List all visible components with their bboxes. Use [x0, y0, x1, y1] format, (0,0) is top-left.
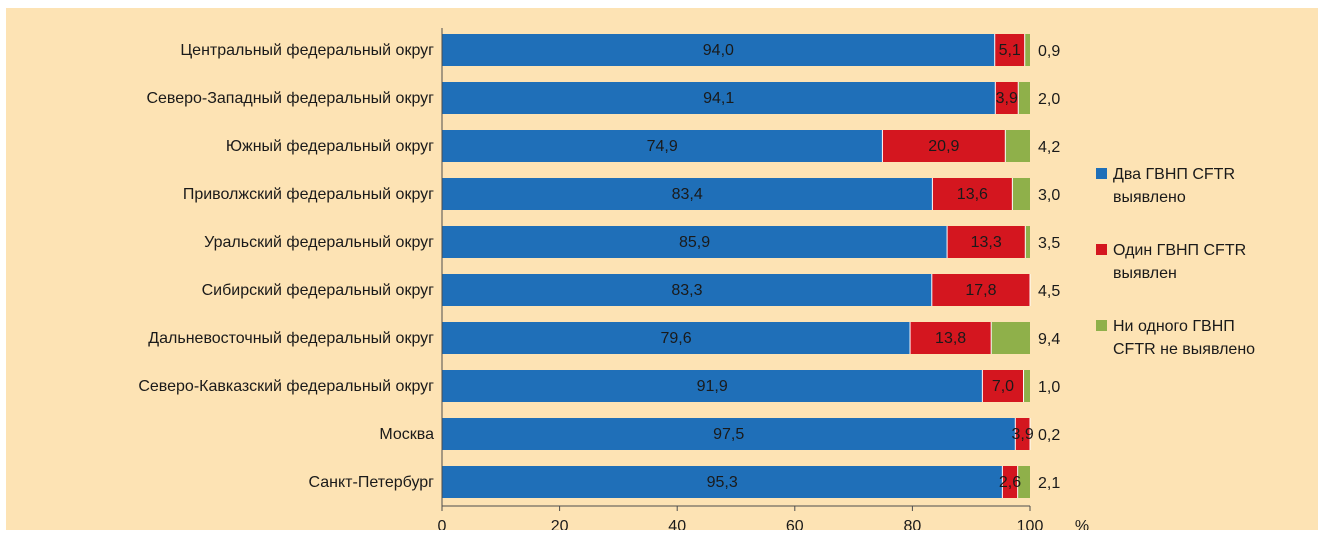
bar-segment-none-found: [1024, 34, 1030, 66]
bar-value-label: 2,6: [999, 474, 1021, 491]
bar-segment-none-found: [1023, 370, 1030, 402]
category-label: Северо-Западный федеральный округ: [146, 90, 434, 107]
bar-segment-one-found: [995, 82, 1019, 114]
bar-value-label: 7,0: [992, 378, 1014, 395]
bar-end-value-label: 0,9: [1038, 43, 1060, 60]
category-label: Сибирский федеральный округ: [202, 282, 435, 299]
bar-end-value-label: 2,0: [1038, 91, 1060, 108]
bar-end-value-label: 0,2: [1038, 427, 1060, 444]
bar-segment-two-found: [442, 322, 911, 354]
bar-segment-one-found: [1002, 466, 1018, 498]
bar-end-value-label: 9,4: [1038, 331, 1060, 348]
category-label: Москва: [379, 426, 434, 443]
category-label: Южный федеральный округ: [226, 138, 434, 155]
bar-value-label: 13,6: [957, 186, 988, 203]
bar-value-label: 79,6: [660, 330, 691, 347]
stacked-bar-chart: Центральный федеральный округ Северо-Запа…: [138, 28, 1255, 530]
bar-segment-one-found: [1015, 418, 1030, 450]
bar-segment-one-found: [947, 226, 1026, 258]
bar-segment-one-found: [910, 322, 992, 354]
bar-value-label: 3,9: [996, 90, 1018, 107]
legend-label: Два ГВНП CFTR: [1113, 166, 1235, 183]
x-axis-unit: %: [1075, 518, 1089, 530]
bar-value-label: 17,8: [965, 282, 996, 299]
chart-panel: Центральный федеральный округ Северо-Запа…: [6, 8, 1318, 530]
bar-segment-none-found: [1017, 466, 1030, 498]
x-axis: 0 20 40 60 80 100%: [438, 28, 1089, 530]
bar-value-label: 97,5: [713, 426, 744, 443]
bar-segment-one-found: [931, 274, 1030, 306]
bar-end-value-label: 4,2: [1038, 139, 1060, 156]
bar-end-value-label: 1,0: [1038, 379, 1060, 396]
bar-segment-none-found: [1018, 82, 1030, 114]
bar-segment-two-found: [442, 418, 1016, 450]
x-tick-label: 20: [551, 518, 569, 530]
bar-value-label: 95,3: [707, 474, 738, 491]
x-tick-label: 0: [438, 518, 447, 530]
x-tick-label: 80: [904, 518, 922, 530]
category-label: Приволжский федеральный округ: [183, 186, 434, 203]
bar-segment-one-found: [994, 34, 1025, 66]
bar-segment-two-found: [442, 130, 883, 162]
legend-swatch: [1096, 244, 1107, 255]
bar-value-label: 3,9: [1012, 426, 1034, 443]
bar-value-label: 94,0: [703, 42, 734, 59]
bar-segment-none-found: [1025, 226, 1030, 258]
bar-segment-two-found: [442, 466, 1003, 498]
category-labels: Центральный федеральный округ Северо-Запа…: [138, 42, 434, 491]
bars: 94,0 5,1 94,1 3,9 74,9 20,9 83,4 13,6 85,9 13,3 83…: [442, 34, 1034, 498]
bar-segment-one-found: [932, 178, 1013, 210]
bar-segment-two-found: [442, 274, 932, 306]
bar-value-label: 94,1: [703, 90, 734, 107]
legend: Два ГВНП CFTR выявлено Один ГВНП CFTR выявл…: [1096, 166, 1255, 358]
bar-value-label: 83,3: [671, 282, 702, 299]
category-label: Дальневосточный федеральный округ: [148, 330, 434, 347]
category-label: Санкт-Петербург: [309, 474, 435, 491]
bar-value-label: 91,9: [697, 378, 728, 395]
end-labels: 0,9 2,0 4,2 3,0 3,5 4,5 9,4 1,0 0,2 2,1: [1038, 43, 1060, 492]
bar-end-value-label: 3,0: [1038, 187, 1060, 204]
bar-segment-none-found: [1012, 178, 1030, 210]
legend-swatch: [1096, 168, 1107, 179]
bar-value-label: 13,8: [935, 330, 966, 347]
bar-value-label: 74,9: [647, 138, 678, 155]
bar-end-value-label: 2,1: [1038, 475, 1060, 492]
legend-label: выявлен: [1113, 265, 1177, 282]
legend-label: выявлено: [1113, 189, 1186, 206]
bar-segment-two-found: [442, 226, 948, 258]
x-tick-label: 40: [668, 518, 686, 530]
legend-label: Ни одного ГВНП: [1113, 318, 1235, 335]
bar-segment-two-found: [442, 82, 996, 114]
bar-end-value-label: 3,5: [1038, 235, 1060, 252]
bar-value-label: 83,4: [672, 186, 703, 203]
bar-segment-two-found: [442, 178, 933, 210]
bar-value-label: 85,9: [679, 234, 710, 251]
x-tick-label: 60: [786, 518, 804, 530]
bar-segment-none-found: [991, 322, 1030, 354]
category-label: Центральный федеральный округ: [180, 42, 434, 59]
bar-segment-two-found: [442, 34, 995, 66]
bar-segment-two-found: [442, 370, 983, 402]
bar-segment-none-found: [1005, 130, 1030, 162]
legend-label: CFTR не выявлено: [1113, 341, 1255, 358]
legend-swatch: [1096, 320, 1107, 331]
bar-segment-one-found: [982, 370, 1024, 402]
bar-end-value-label: 4,5: [1038, 283, 1060, 300]
x-tick-label: 100: [1017, 518, 1044, 530]
category-label: Уральский федеральный округ: [204, 234, 434, 251]
bar-value-label: 20,9: [928, 138, 959, 155]
category-label: Северо-Кавказский федеральный округ: [138, 378, 434, 395]
bar-value-label: 5,1: [999, 42, 1021, 59]
bar-value-label: 13,3: [971, 234, 1002, 251]
legend-label: Один ГВНП CFTR: [1113, 242, 1246, 259]
bar-segment-one-found: [882, 130, 1006, 162]
